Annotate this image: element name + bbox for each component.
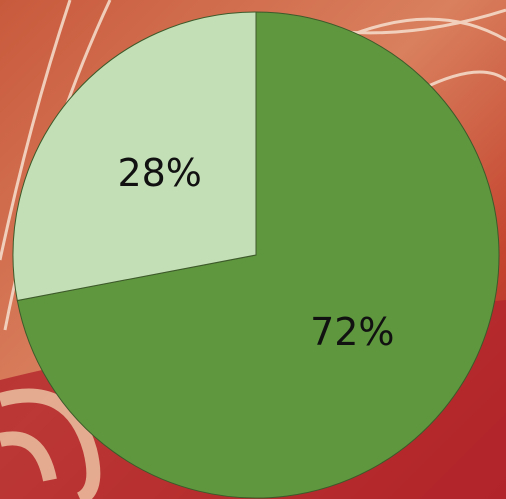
data-label: 72% (310, 310, 394, 354)
pie-slice (12, 11, 257, 302)
pie: 72% 28% (12, 11, 500, 499)
data-label: 28% (117, 151, 201, 195)
pie-slice (16, 11, 500, 499)
